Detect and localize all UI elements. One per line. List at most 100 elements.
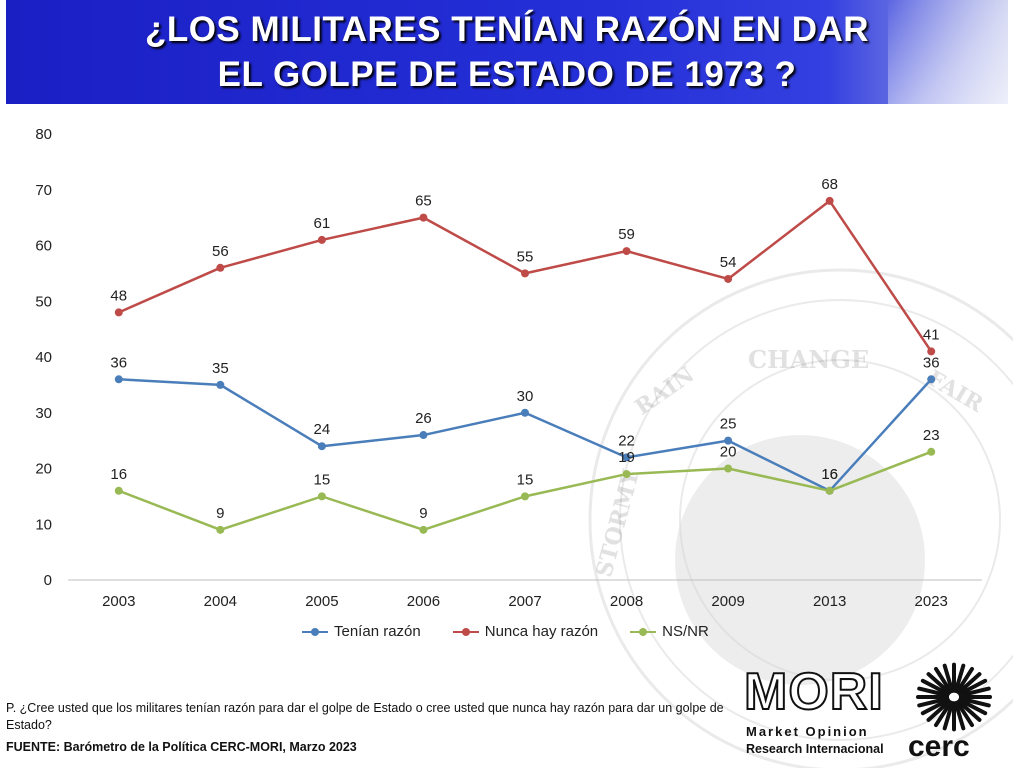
- data-label: 41: [923, 326, 940, 343]
- y-tick-label: 30: [35, 405, 52, 422]
- series-line: [118, 450, 932, 532]
- x-tick-label: 2009: [711, 593, 744, 610]
- legend-swatch-nunca-hay-razon: [452, 627, 479, 637]
- data-label: 56: [212, 243, 229, 260]
- watermark-word-change: CHANGE: [748, 345, 869, 374]
- x-tick-label: 2008: [610, 593, 643, 610]
- data-point: [114, 308, 123, 317]
- data-point: [622, 453, 631, 462]
- mori-logo: MORI Market Opinion Research Internacion…: [743, 663, 904, 764]
- data-label: 65: [415, 193, 432, 210]
- data-point: [521, 408, 529, 417]
- title-line-2: EL GOLPE DE ESTADO DE 1973 ?: [217, 55, 797, 94]
- data-label: 19: [618, 449, 635, 466]
- x-tick-label: 2004: [204, 593, 237, 610]
- data-label: 25: [720, 416, 737, 433]
- data-point: [622, 247, 631, 256]
- y-axis: 0 10 20 30 40 50 60 70 80: [35, 126, 52, 589]
- legend-label-ns-nr: NS/NR: [662, 623, 709, 640]
- title-line-1: ¿LOS MILITARES TENÍAN RAZÓN EN DAR: [144, 10, 870, 49]
- y-tick-label: 80: [35, 126, 52, 143]
- cerc-logo: cerc: [902, 662, 1006, 766]
- data-point: [724, 436, 733, 445]
- data-point: [419, 431, 428, 440]
- data-point: [216, 525, 225, 534]
- data-point: [419, 525, 428, 534]
- source-note: FUENTE: Barómetro de la Política CERC-MO…: [6, 740, 357, 754]
- y-tick-label: 20: [35, 461, 52, 478]
- data-point: [927, 375, 936, 384]
- data-point: [521, 269, 529, 278]
- y-tick-label: 70: [35, 182, 52, 199]
- data-point: [927, 347, 936, 356]
- x-tick-label: 2023: [915, 593, 948, 610]
- data-point: [825, 486, 834, 495]
- data-point: [216, 263, 225, 272]
- cerc-logo-word: cerc: [908, 730, 970, 763]
- data-label: 16: [110, 466, 127, 483]
- legend-swatch-ns-nr: [630, 627, 657, 637]
- data-label: 16: [821, 466, 838, 483]
- data-point: [724, 464, 733, 473]
- data-point: [114, 486, 123, 495]
- data-label: 30: [517, 388, 534, 405]
- legend-item-nunca-hay-razon: Nunca hay razón: [452, 623, 599, 640]
- data-label: 15: [517, 471, 534, 488]
- legend-item-tenian-razon: Tenían razón: [302, 623, 421, 640]
- x-tick-label: 2005: [305, 593, 338, 610]
- data-label: 24: [314, 421, 331, 438]
- data-point: [114, 375, 123, 384]
- x-tick-label: 2003: [102, 593, 135, 610]
- x-axis: 2003 2004 2005 2006 2007 2008 2009 2013 2023: [68, 579, 982, 610]
- data-label: 36: [923, 354, 940, 371]
- data-point: [317, 492, 326, 501]
- data-label: 36: [110, 354, 127, 371]
- legend-label-nunca-hay-razon: Nunca hay razón: [484, 623, 599, 640]
- legend-label-tenian-razon: Tenían razón: [334, 623, 421, 640]
- data-label: 22: [618, 432, 635, 449]
- data-point: [419, 213, 428, 222]
- mori-logo-subtitle-1: Market Opinion: [746, 724, 869, 739]
- data-point: [927, 447, 936, 456]
- x-tick-label: 2006: [407, 593, 440, 610]
- legend-swatch-tenian-razon: [302, 627, 328, 637]
- data-point: [521, 492, 529, 501]
- x-tick-label: 2013: [813, 593, 846, 610]
- data-label: 68: [821, 176, 838, 193]
- series-1: 48 56 61 65 55 59 54 68 41: [110, 176, 940, 356]
- data-point: [317, 442, 326, 451]
- title-banner: ¿LOS MILITARES TENÍAN RAZÓN EN DAR EL GO…: [6, 0, 1008, 104]
- legend: Tenían razón Nunca hay razón NS/NR: [302, 623, 709, 640]
- legend-item-ns-nr: NS/NR: [630, 623, 709, 640]
- y-tick-label: 0: [44, 572, 52, 589]
- data-label: 15: [314, 471, 331, 488]
- data-label: 35: [212, 360, 229, 377]
- survey-question: P. ¿Cree usted que los militares tenían …: [6, 701, 724, 732]
- data-point: [622, 470, 631, 479]
- data-label: 59: [618, 226, 635, 243]
- y-tick-label: 40: [35, 349, 52, 366]
- series-0: 36 35 24 26 30 22 25 16 36: [110, 354, 940, 495]
- banner-decoration: [888, 0, 1008, 104]
- data-label: 48: [110, 287, 127, 304]
- series-layer: 36 35242630222516364856616555595468411691…: [110, 176, 940, 534]
- y-tick-label: 10: [35, 516, 52, 533]
- data-point: [825, 196, 834, 205]
- data-point: [724, 274, 733, 283]
- mori-logo-word: MORI: [743, 663, 884, 721]
- data-label: 61: [314, 215, 331, 232]
- data-label: 54: [720, 254, 737, 271]
- data-label: 16: [821, 466, 838, 483]
- y-tick-label: 50: [35, 293, 52, 310]
- mori-logo-subtitle-2: Research Internacional: [746, 742, 884, 756]
- data-point: [216, 380, 225, 389]
- data-label: 20: [720, 444, 737, 461]
- data-label: 9: [419, 505, 427, 522]
- data-label: 55: [517, 248, 534, 265]
- data-label: 26: [415, 410, 432, 427]
- series-2: 16 9 15 9 15 19 20 16 23: [110, 427, 940, 534]
- data-label: 9: [216, 505, 224, 522]
- data-label: 23: [923, 427, 940, 444]
